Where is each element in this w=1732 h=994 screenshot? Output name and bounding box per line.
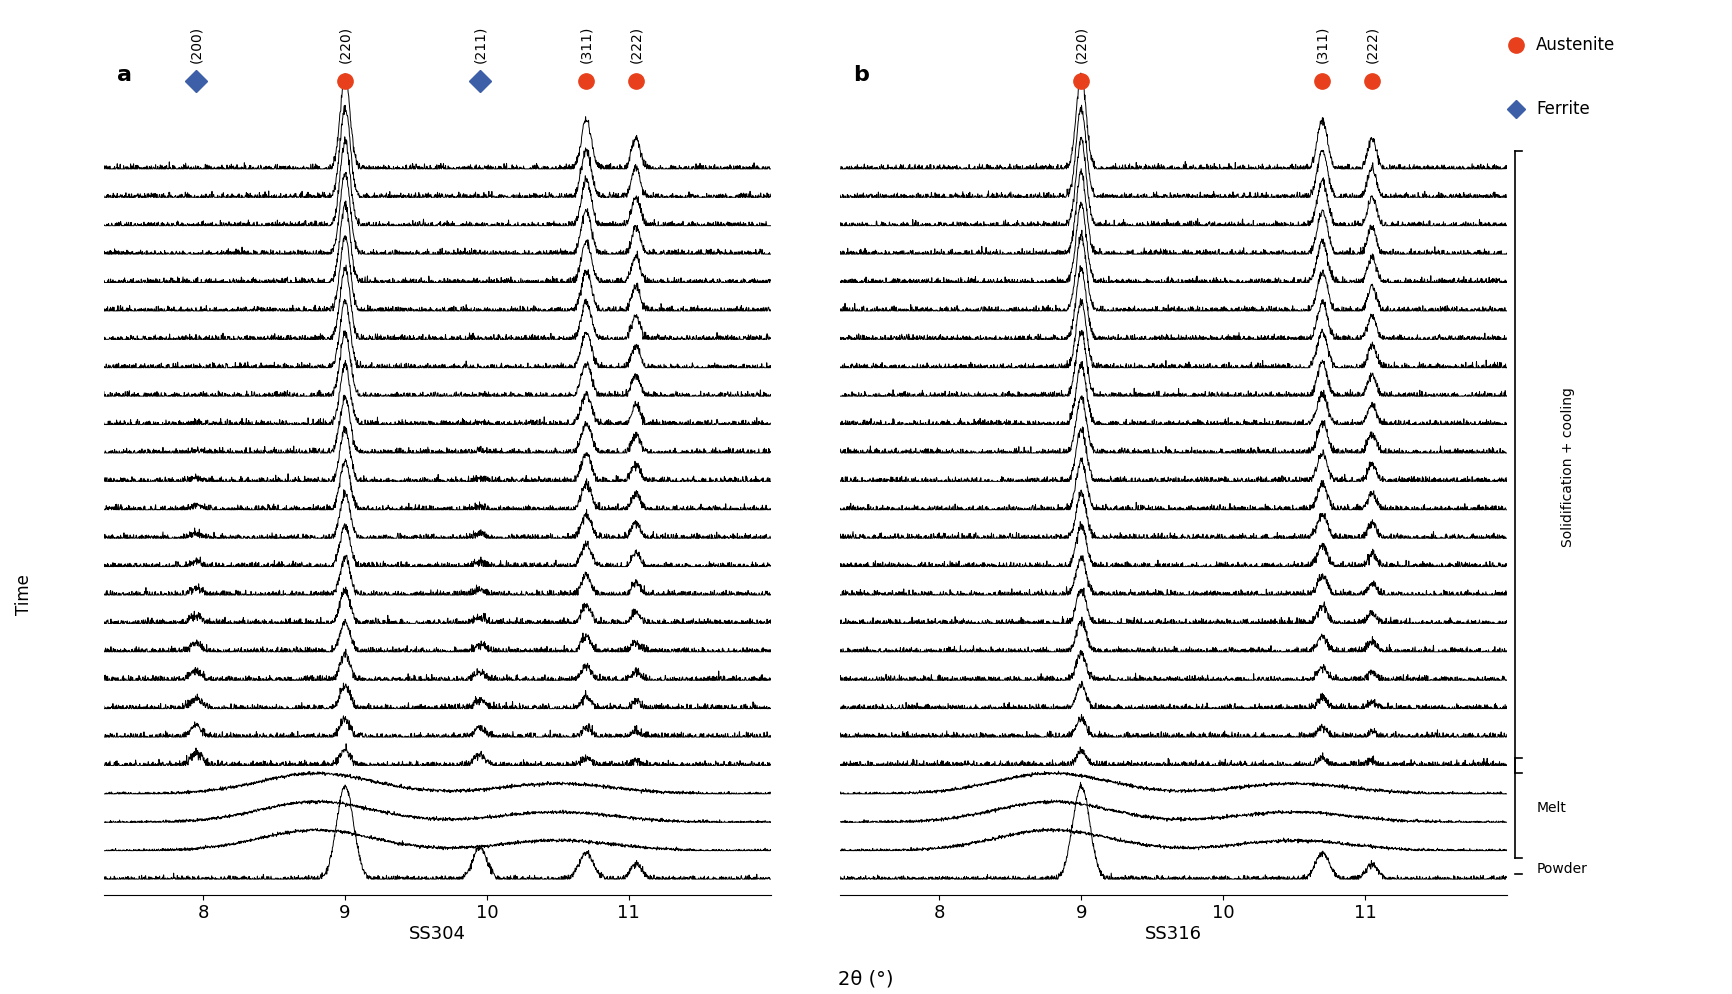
Text: Powder: Powder [1536, 862, 1587, 876]
Text: (200): (200) [189, 26, 203, 63]
Text: Austenite: Austenite [1536, 36, 1616, 54]
Text: Time: Time [16, 575, 33, 615]
Text: (311): (311) [1315, 26, 1330, 63]
Text: (222): (222) [629, 26, 643, 63]
Text: b: b [854, 66, 869, 85]
Text: a: a [118, 66, 132, 85]
Text: (222): (222) [1365, 26, 1379, 63]
X-axis label: SS304: SS304 [409, 925, 466, 943]
Text: 2θ (°): 2θ (°) [838, 969, 894, 988]
Text: Solidification + cooling: Solidification + cooling [1561, 388, 1574, 547]
Text: (220): (220) [338, 26, 352, 63]
Text: (211): (211) [473, 26, 487, 63]
Text: (311): (311) [578, 26, 594, 63]
Text: (220): (220) [1074, 26, 1088, 63]
Text: Ferrite: Ferrite [1536, 100, 1590, 118]
Text: Melt: Melt [1536, 801, 1566, 815]
X-axis label: SS316: SS316 [1145, 925, 1202, 943]
